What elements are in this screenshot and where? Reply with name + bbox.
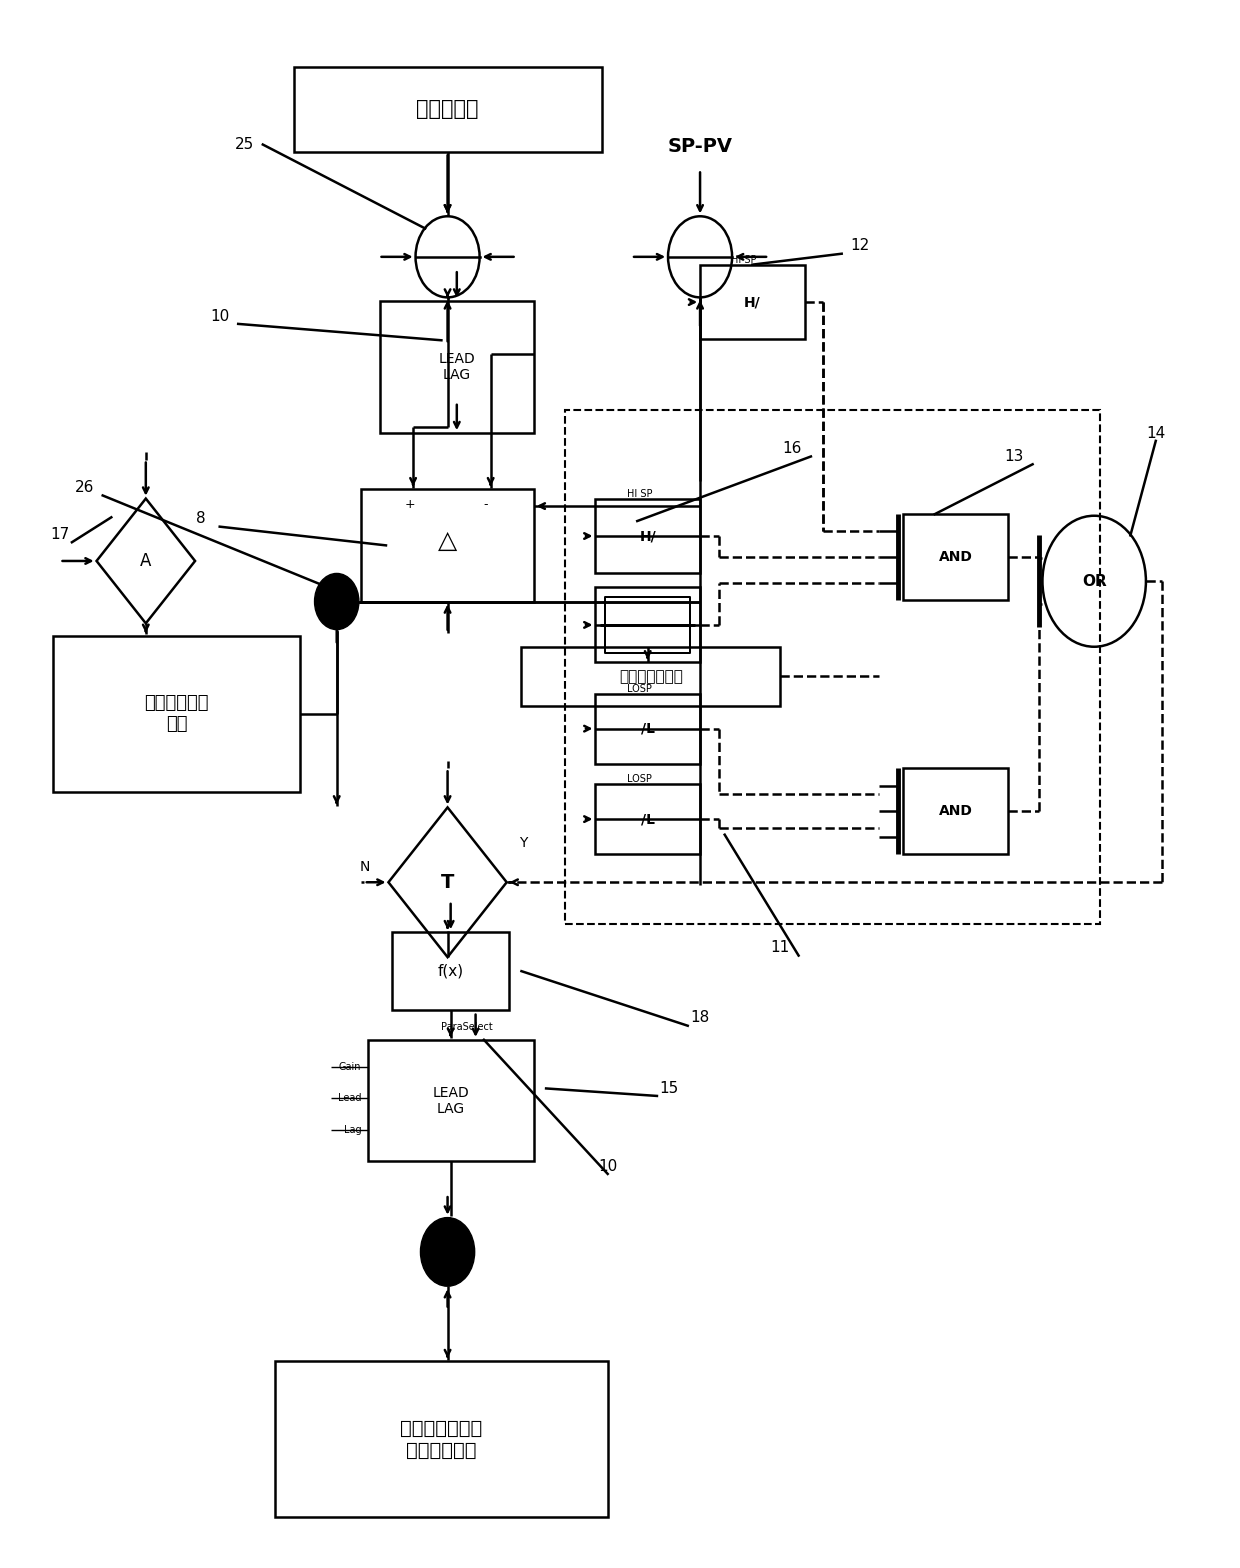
Text: LEAD
LAG: LEAD LAG bbox=[433, 1085, 469, 1116]
Text: 14: 14 bbox=[1146, 425, 1166, 441]
Bar bbox=[595, 693, 701, 764]
Text: 18: 18 bbox=[691, 1010, 709, 1025]
Text: 10: 10 bbox=[210, 309, 229, 323]
Text: 减温水自动投入: 减温水自动投入 bbox=[619, 670, 683, 684]
Text: /L: /L bbox=[641, 721, 655, 735]
Text: 8: 8 bbox=[196, 511, 206, 527]
Text: H/: H/ bbox=[744, 295, 761, 309]
Text: 15: 15 bbox=[660, 1080, 678, 1096]
Bar bbox=[379, 301, 533, 433]
Bar bbox=[701, 265, 805, 340]
Circle shape bbox=[315, 574, 358, 630]
Bar bbox=[294, 66, 601, 152]
Text: -: - bbox=[484, 499, 487, 511]
Text: Gain: Gain bbox=[339, 1062, 361, 1071]
Text: H/: H/ bbox=[640, 528, 656, 543]
Text: 16: 16 bbox=[782, 441, 802, 456]
Bar bbox=[595, 784, 701, 855]
Text: LOSP: LOSP bbox=[626, 775, 652, 784]
Text: OR: OR bbox=[1081, 574, 1106, 588]
Text: △: △ bbox=[438, 528, 458, 552]
Bar bbox=[903, 514, 1008, 601]
Text: 主蒸汽温度变
化率: 主蒸汽温度变 化率 bbox=[144, 695, 208, 734]
Bar bbox=[595, 588, 701, 662]
Text: N: N bbox=[360, 859, 370, 873]
Bar bbox=[903, 768, 1008, 855]
Text: 17: 17 bbox=[50, 527, 69, 543]
Bar bbox=[595, 499, 701, 574]
Bar bbox=[53, 637, 300, 792]
Text: HI SP: HI SP bbox=[626, 489, 652, 499]
Text: 13: 13 bbox=[1004, 448, 1024, 464]
Bar bbox=[522, 646, 780, 706]
Text: Y: Y bbox=[520, 836, 527, 850]
Bar bbox=[392, 931, 510, 1010]
Text: AND: AND bbox=[939, 550, 972, 564]
Text: T: T bbox=[441, 873, 454, 892]
Circle shape bbox=[420, 1218, 475, 1286]
Text: ParaSelect: ParaSelect bbox=[441, 1022, 494, 1032]
Bar bbox=[564, 409, 1100, 925]
Text: +: + bbox=[404, 499, 415, 511]
Text: /L: /L bbox=[641, 812, 655, 826]
Bar bbox=[275, 1361, 608, 1518]
Text: AND: AND bbox=[939, 804, 972, 818]
Text: 10: 10 bbox=[598, 1159, 618, 1173]
Text: Lag: Lag bbox=[343, 1124, 361, 1135]
Text: 主蒸汽温度: 主蒸汽温度 bbox=[417, 99, 479, 119]
Bar bbox=[367, 1040, 533, 1162]
Text: HI SP: HI SP bbox=[732, 256, 756, 265]
Bar bbox=[361, 489, 533, 602]
Bar bbox=[605, 597, 691, 652]
Text: A: A bbox=[140, 552, 151, 569]
Text: f(x): f(x) bbox=[438, 964, 464, 978]
Text: LEAD
LAG: LEAD LAG bbox=[439, 351, 475, 383]
Text: SP-PV: SP-PV bbox=[667, 136, 733, 155]
Text: 25: 25 bbox=[234, 136, 254, 152]
Text: 主蒸汽温度智能
微分前馈输出: 主蒸汽温度智能 微分前馈输出 bbox=[401, 1419, 482, 1460]
Text: LOSP: LOSP bbox=[626, 684, 652, 695]
Text: Lead: Lead bbox=[337, 1093, 361, 1104]
Text: 12: 12 bbox=[851, 238, 869, 254]
Text: 11: 11 bbox=[770, 941, 790, 955]
Text: 26: 26 bbox=[74, 480, 94, 495]
